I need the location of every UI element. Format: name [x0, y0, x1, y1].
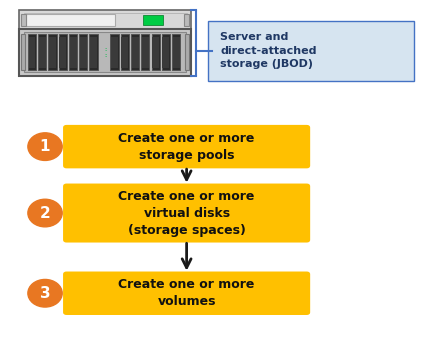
FancyBboxPatch shape — [69, 37, 76, 68]
FancyBboxPatch shape — [111, 37, 118, 68]
FancyBboxPatch shape — [121, 34, 129, 70]
FancyBboxPatch shape — [24, 32, 186, 72]
FancyBboxPatch shape — [21, 34, 25, 70]
Circle shape — [28, 279, 62, 307]
Text: 2: 2 — [39, 206, 51, 220]
FancyBboxPatch shape — [28, 34, 36, 70]
FancyBboxPatch shape — [152, 37, 159, 68]
Circle shape — [28, 199, 62, 227]
FancyBboxPatch shape — [185, 34, 189, 70]
FancyBboxPatch shape — [63, 125, 310, 168]
FancyBboxPatch shape — [163, 37, 169, 68]
Circle shape — [28, 133, 62, 160]
Text: 3: 3 — [40, 286, 50, 301]
FancyBboxPatch shape — [79, 34, 88, 70]
Text: :
:: : : — [104, 47, 106, 58]
Text: Create one or more
storage pools: Create one or more storage pools — [118, 132, 255, 161]
Text: Server and
direct-attached
storage (JBOD): Server and direct-attached storage (JBOD… — [220, 32, 317, 69]
FancyBboxPatch shape — [132, 37, 139, 68]
FancyBboxPatch shape — [90, 37, 97, 68]
FancyBboxPatch shape — [19, 29, 191, 76]
FancyBboxPatch shape — [48, 34, 57, 70]
FancyBboxPatch shape — [208, 21, 414, 81]
Text: 1: 1 — [40, 139, 50, 154]
FancyBboxPatch shape — [162, 34, 170, 70]
FancyBboxPatch shape — [63, 184, 310, 243]
FancyBboxPatch shape — [26, 14, 115, 26]
FancyBboxPatch shape — [38, 34, 46, 70]
FancyBboxPatch shape — [141, 34, 149, 70]
FancyBboxPatch shape — [29, 37, 36, 68]
FancyBboxPatch shape — [121, 37, 128, 68]
FancyBboxPatch shape — [63, 272, 310, 315]
FancyBboxPatch shape — [90, 34, 98, 70]
FancyBboxPatch shape — [69, 34, 77, 70]
FancyBboxPatch shape — [49, 37, 56, 68]
FancyBboxPatch shape — [131, 34, 139, 70]
Text: Create one or more
volumes: Create one or more volumes — [118, 278, 255, 308]
FancyBboxPatch shape — [184, 14, 189, 26]
FancyBboxPatch shape — [143, 15, 163, 25]
Text: Create one or more
virtual disks
(storage spaces): Create one or more virtual disks (storag… — [118, 189, 255, 237]
FancyBboxPatch shape — [151, 34, 160, 70]
FancyBboxPatch shape — [19, 10, 191, 29]
FancyBboxPatch shape — [59, 34, 67, 70]
FancyBboxPatch shape — [39, 37, 46, 68]
FancyBboxPatch shape — [80, 37, 87, 68]
FancyBboxPatch shape — [59, 37, 66, 68]
FancyBboxPatch shape — [111, 34, 119, 70]
FancyBboxPatch shape — [142, 37, 149, 68]
FancyBboxPatch shape — [172, 34, 180, 70]
FancyBboxPatch shape — [21, 14, 26, 26]
FancyBboxPatch shape — [173, 37, 180, 68]
